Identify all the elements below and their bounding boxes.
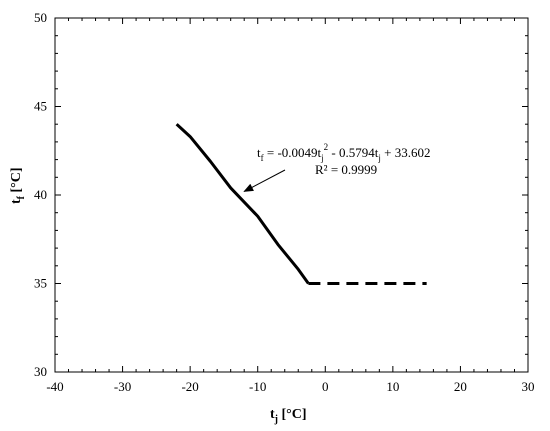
- r-squared-label: R² = 0.9999: [315, 162, 377, 177]
- x-tick-label: -40: [46, 379, 63, 394]
- y-tick-label: 35: [34, 276, 47, 291]
- plot-frame: [54, 17, 529, 373]
- y-tick-label: 40: [34, 187, 47, 202]
- x-tick-label: 20: [454, 379, 467, 394]
- y-tick-label: 45: [34, 99, 47, 114]
- equation-label: tf = -0.0049tj2 - 0.5794tj + 33.602: [257, 142, 430, 163]
- x-tick-label: -10: [249, 379, 266, 394]
- axis-ticks: [54, 17, 529, 373]
- annotation-arrow: [243, 169, 286, 192]
- x-axis-title: tj [°C]: [270, 407, 307, 425]
- series-group: [175, 123, 427, 285]
- tick-labels: -40 -30 -20 -10 0 10 20 30 30 35 40 45 50: [34, 10, 535, 394]
- y-axis-title: tf [°C]: [9, 167, 27, 204]
- x-tick-label: 30: [522, 379, 535, 394]
- x-tick-label: 10: [386, 379, 399, 394]
- y-tick-label: 50: [34, 10, 47, 25]
- y-tick-label: 30: [34, 364, 47, 379]
- x-tick-label: 0: [322, 379, 329, 394]
- x-tick-label: -20: [181, 379, 198, 394]
- x-tick-label: -30: [114, 379, 131, 394]
- series-line-solid: [175, 123, 310, 285]
